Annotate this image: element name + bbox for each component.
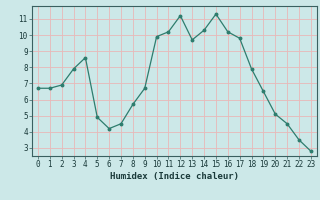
X-axis label: Humidex (Indice chaleur): Humidex (Indice chaleur)	[110, 172, 239, 181]
